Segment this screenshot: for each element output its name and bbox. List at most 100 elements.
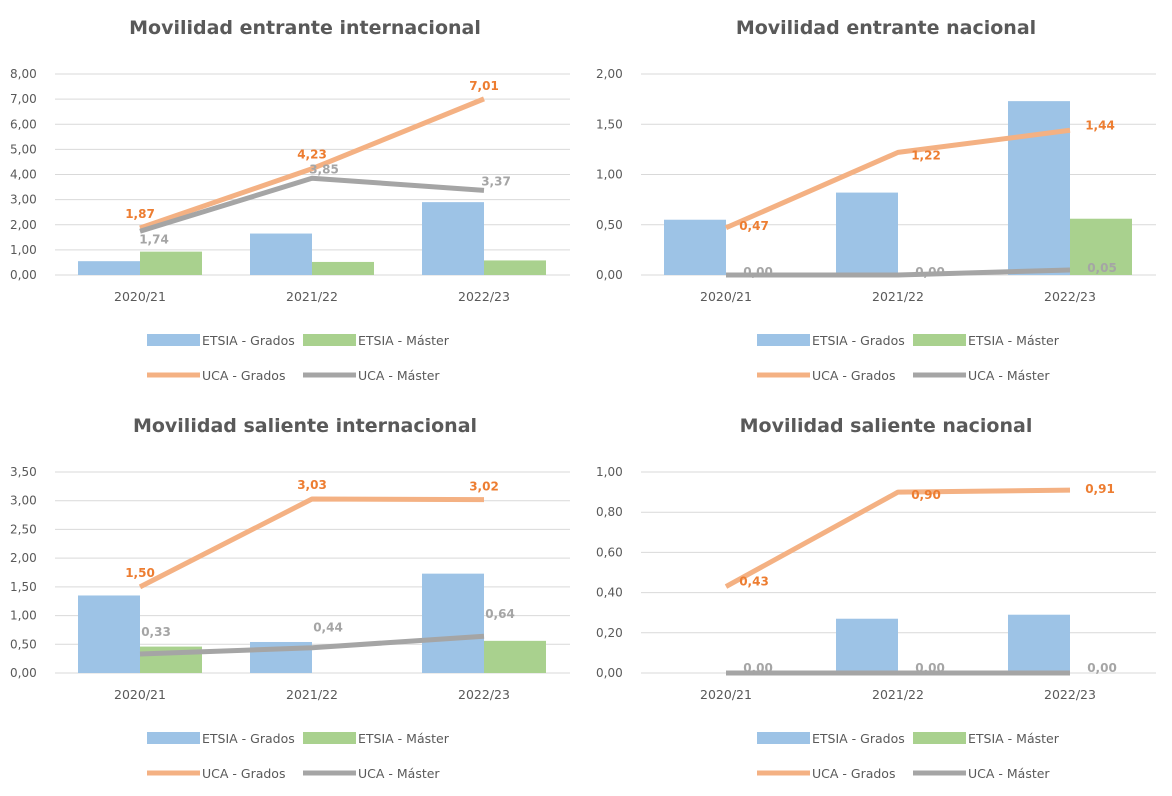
- legend-label: UCA - Grados: [812, 766, 895, 781]
- chart-title: Movilidad entrante nacional: [736, 17, 1036, 39]
- y-tick-label: 1,00: [596, 168, 623, 182]
- y-tick-label: 0,50: [596, 218, 623, 232]
- y-tick-label: 8,00: [10, 67, 37, 81]
- chart-title: Movilidad entrante internacional: [129, 17, 481, 39]
- x-tick-label: 2022/23: [1044, 289, 1096, 304]
- bar-etsia-master: [312, 261, 374, 275]
- legend-item-etsia-master: ETSIA - Máster: [913, 333, 1060, 348]
- y-tick-label: 1,00: [10, 609, 37, 623]
- chart-panel: Movilidad entrante nacional 0,00 0,50 1,00 1…: [586, 0, 1172, 398]
- data-label-uca-grados: 1,50: [125, 566, 155, 580]
- legend-label: UCA - Grados: [202, 766, 285, 781]
- legend-item-uca-grados: UCA - Grados: [757, 766, 895, 781]
- legend-item-uca-grados: UCA - Grados: [147, 766, 285, 781]
- data-label-uca-grados: 0,47: [739, 219, 769, 233]
- data-label-uca-master: 0,00: [743, 661, 773, 675]
- x-tick-label: 2021/22: [286, 289, 338, 304]
- chart-svg: Movilidad saliente internacional 0,00 0,50…: [10, 415, 570, 781]
- bar-etsia-grados: [836, 618, 898, 673]
- y-tick-label: 3,00: [10, 494, 37, 508]
- x-tick-label: 2021/22: [872, 289, 924, 304]
- legend-item-etsia-grados: ETSIA - Grados: [147, 731, 295, 746]
- legend-label: UCA - Máster: [358, 368, 440, 383]
- legend-swatch: [913, 732, 966, 744]
- y-tick-label: 0,00: [596, 268, 623, 282]
- chart-panel: Movilidad saliente internacional 0,00 0,50…: [0, 398, 586, 796]
- x-tick-label: 2020/21: [700, 687, 752, 702]
- legend-swatch: [147, 732, 200, 744]
- data-label-uca-grados: 4,23: [297, 148, 327, 162]
- legend-swatch: [303, 334, 356, 346]
- legend-item-uca-master: UCA - Máster: [913, 766, 1050, 781]
- legend-label: ETSIA - Grados: [202, 333, 295, 348]
- y-tick-label: 3,50: [10, 465, 37, 479]
- legend-item-etsia-master: ETSIA - Máster: [303, 333, 450, 348]
- legend-item-uca-master: UCA - Máster: [913, 368, 1050, 383]
- data-label-uca-grados: 0,91: [1085, 482, 1115, 496]
- legend-item-uca-grados: UCA - Grados: [757, 368, 895, 383]
- y-tick-label: 0,00: [10, 268, 37, 282]
- legend-swatch: [757, 334, 810, 346]
- y-tick-label: 0,20: [596, 626, 623, 640]
- legend-label: ETSIA - Grados: [812, 333, 905, 348]
- y-tick-label: 2,00: [10, 551, 37, 565]
- legend-item-uca-master: UCA - Máster: [303, 368, 440, 383]
- data-label-uca-master: 3,85: [309, 162, 339, 176]
- bar-etsia-master: [140, 251, 202, 275]
- bar-etsia-grados: [78, 595, 140, 673]
- x-tick-label: 2020/21: [114, 289, 166, 304]
- data-label-uca-grados: 7,01: [469, 79, 499, 93]
- line-uca-grados: [724, 487, 1071, 589]
- data-label-uca-grados: 3,02: [469, 480, 499, 494]
- bar-etsia-grados: [250, 233, 312, 275]
- legend-swatch: [303, 732, 356, 744]
- data-label-uca-grados: 0,90: [911, 488, 941, 502]
- legend-item-uca-master: UCA - Máster: [303, 766, 440, 781]
- y-tick-label: 0,00: [10, 666, 37, 680]
- data-label-uca-master: 0,00: [743, 265, 773, 279]
- x-tick-label: 2021/22: [872, 687, 924, 702]
- y-tick-label: 5,00: [10, 142, 37, 156]
- legend-item-etsia-grados: ETSIA - Grados: [147, 333, 295, 348]
- y-tick-label: 2,00: [596, 67, 623, 81]
- data-label-uca-master: 0,00: [915, 661, 945, 675]
- legend-swatch: [913, 334, 966, 346]
- y-tick-label: 6,00: [10, 117, 37, 131]
- y-tick-label: 1,00: [10, 243, 37, 257]
- data-label-uca-master: 0,00: [1087, 661, 1117, 675]
- y-tick-label: 1,50: [596, 117, 623, 131]
- legend-label: ETSIA - Máster: [968, 731, 1060, 746]
- legend-label: ETSIA - Máster: [358, 333, 450, 348]
- bar-etsia-grados: [664, 219, 726, 275]
- legend-label: ETSIA - Grados: [202, 731, 295, 746]
- data-label-uca-grados: 3,03: [297, 478, 327, 492]
- x-tick-label: 2020/21: [114, 687, 166, 702]
- y-tick-label: 1,00: [596, 465, 623, 479]
- legend-label: ETSIA - Grados: [812, 731, 905, 746]
- data-label-uca-master: 0,44: [313, 621, 343, 635]
- y-tick-label: 3,00: [10, 193, 37, 207]
- bar-etsia-master: [484, 640, 546, 673]
- chart-title: Movilidad saliente internacional: [133, 415, 477, 437]
- data-label-uca-master: 0,05: [1087, 261, 1117, 275]
- x-tick-label: 2022/23: [1044, 687, 1096, 702]
- chart-title: Movilidad saliente nacional: [740, 415, 1033, 437]
- data-label-uca-grados: 1,44: [1085, 118, 1115, 132]
- y-tick-label: 2,00: [10, 218, 37, 232]
- legend-item-etsia-master: ETSIA - Máster: [913, 731, 1060, 746]
- legend-label: UCA - Máster: [968, 368, 1050, 383]
- x-tick-label: 2022/23: [458, 289, 510, 304]
- y-tick-label: 2,50: [10, 522, 37, 536]
- chart-svg: Movilidad entrante internacional 0,00 1,00…: [10, 17, 570, 383]
- data-label-uca-master: 1,74: [139, 232, 169, 246]
- legend-label: UCA - Máster: [358, 766, 440, 781]
- legend-item-etsia-grados: ETSIA - Grados: [757, 731, 905, 746]
- legend-swatch: [147, 334, 200, 346]
- y-tick-label: 0,00: [596, 666, 623, 680]
- chart-panel: Movilidad entrante internacional 0,00 1,00…: [0, 0, 586, 398]
- chart-panel: Movilidad saliente nacional 0,00 0,20 0,40 0…: [586, 398, 1172, 796]
- legend-label: UCA - Grados: [202, 368, 285, 383]
- legend-label: ETSIA - Máster: [358, 731, 450, 746]
- y-tick-label: 4,00: [10, 168, 37, 182]
- legend-item-uca-grados: UCA - Grados: [147, 368, 285, 383]
